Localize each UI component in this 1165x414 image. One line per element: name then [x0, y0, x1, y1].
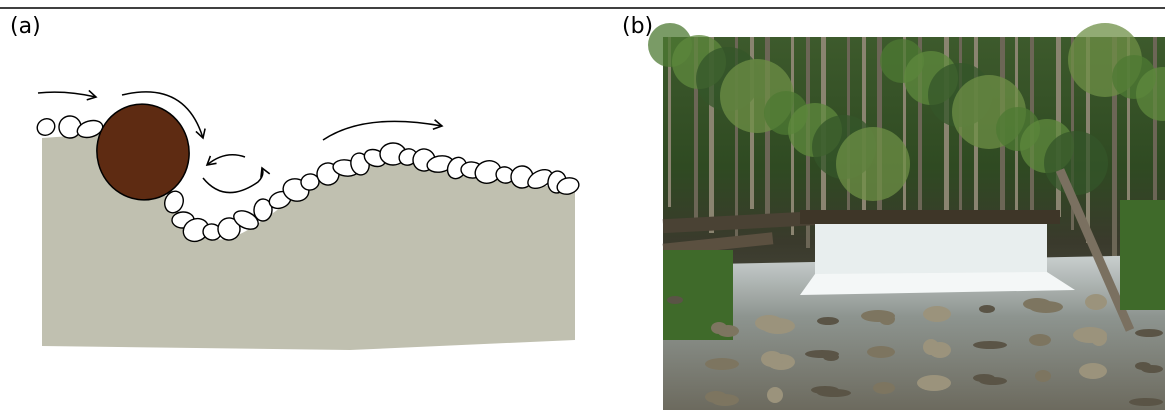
rock: [805, 350, 839, 358]
rock: [811, 386, 839, 394]
rock: [817, 317, 839, 325]
rock: [1085, 294, 1107, 310]
rock: [1023, 298, 1051, 310]
rock: [923, 339, 939, 355]
flow-arrow: [323, 121, 442, 140]
rock: [705, 391, 727, 403]
pebble: [34, 116, 58, 139]
rock: [1129, 398, 1163, 406]
rock: [973, 374, 995, 382]
rock: [917, 375, 951, 391]
eddy-arrow: [203, 168, 263, 193]
rock: [923, 306, 951, 322]
rock: [1035, 370, 1051, 382]
eddy-arrow: [207, 155, 245, 165]
rock: [1079, 363, 1107, 379]
rock: [979, 305, 995, 313]
photo: [648, 23, 1165, 410]
rock: [761, 351, 783, 367]
rock: [1135, 329, 1163, 337]
flow-arrow: [38, 92, 96, 97]
rock: [1073, 327, 1107, 343]
foliage: [1044, 131, 1108, 195]
panel-label: (a): [10, 14, 41, 39]
rock: [705, 358, 739, 370]
diagram: [34, 92, 580, 350]
foliage: [836, 127, 910, 201]
figure: (a) (b): [0, 0, 1165, 410]
rock: [667, 296, 683, 304]
rock: [867, 346, 895, 358]
rock: [973, 341, 1007, 349]
rock: [1029, 334, 1051, 346]
rock: [861, 310, 895, 322]
panel-label: (b): [622, 14, 653, 39]
rock: [711, 322, 727, 334]
rock: [755, 315, 783, 331]
rock: [873, 382, 895, 394]
rock: [767, 387, 783, 403]
rock: [1135, 362, 1151, 370]
